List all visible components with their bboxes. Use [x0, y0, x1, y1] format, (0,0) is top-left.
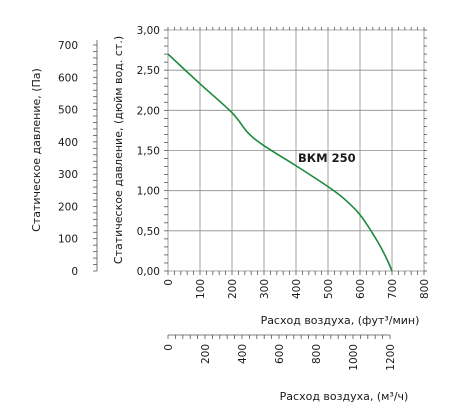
y-pa-tick-label: 700 — [58, 40, 78, 52]
y-pa-tick-label: 400 — [58, 137, 78, 149]
series-label-vkm-250: ВКМ 250 — [298, 151, 356, 165]
y-inch-tick-label: 0,00 — [137, 266, 160, 278]
x-cfm-tick-label: 300 — [259, 279, 271, 299]
y-inch-tick-label: 2,00 — [137, 105, 160, 117]
x-cfm-axis-title: Расход воздуха, (фут³/мин) — [261, 314, 420, 327]
y-pa-axis-title: Статическое давление, (Па) — [30, 68, 43, 232]
x-cfm-tick-label: 0 — [163, 279, 175, 286]
y-inch-axis-title: Статическое давление, (дюйм вод. ст.) — [112, 36, 125, 264]
x-cfm-tick-label: 100 — [195, 279, 207, 299]
x-m3h-tick-label: 800 — [311, 344, 323, 364]
chart-grid — [168, 30, 424, 271]
y-pa-tick-label: 300 — [58, 169, 78, 181]
y-inch-tick-label: 1,00 — [137, 186, 160, 198]
x-m3h-tick-label: 1200 — [385, 344, 397, 371]
x-cfm-tick-label: 600 — [355, 279, 367, 299]
x-m3h-axis-title: Расход воздуха, (м³/ч) — [280, 390, 409, 403]
y-inch-tick-label: 3,00 — [137, 25, 160, 37]
x-m3h-tick-label: 200 — [200, 344, 212, 364]
y-pa-tick-label: 200 — [58, 201, 78, 213]
x-m3h-tick-label: 0 — [163, 344, 175, 351]
x-m3h-tick-label: 400 — [237, 344, 249, 364]
x-cfm-tick-label: 400 — [291, 279, 303, 299]
y-pa-tick-label: 100 — [58, 234, 78, 246]
y-pa-tick-label: 0 — [71, 266, 78, 278]
x-cfm-tick-label: 500 — [323, 279, 335, 299]
x-cfm-tick-label: 800 — [419, 279, 431, 299]
y-inch-tick-label: 2,50 — [137, 65, 160, 77]
x-m3h-tick-label: 600 — [274, 344, 286, 364]
y-inch-tick-label: 1,50 — [137, 146, 160, 158]
y-inch-tick-label: 0,50 — [137, 226, 160, 238]
x-cfm-tick-label: 700 — [387, 279, 399, 299]
series-line-0 — [168, 54, 392, 271]
x-cfm-tick-label: 200 — [227, 279, 239, 299]
y-pa-tick-label: 500 — [58, 105, 78, 117]
y-pa-tick-label: 600 — [58, 72, 78, 84]
x-m3h-tick-label: 1000 — [348, 344, 360, 371]
chart-series — [168, 54, 392, 271]
